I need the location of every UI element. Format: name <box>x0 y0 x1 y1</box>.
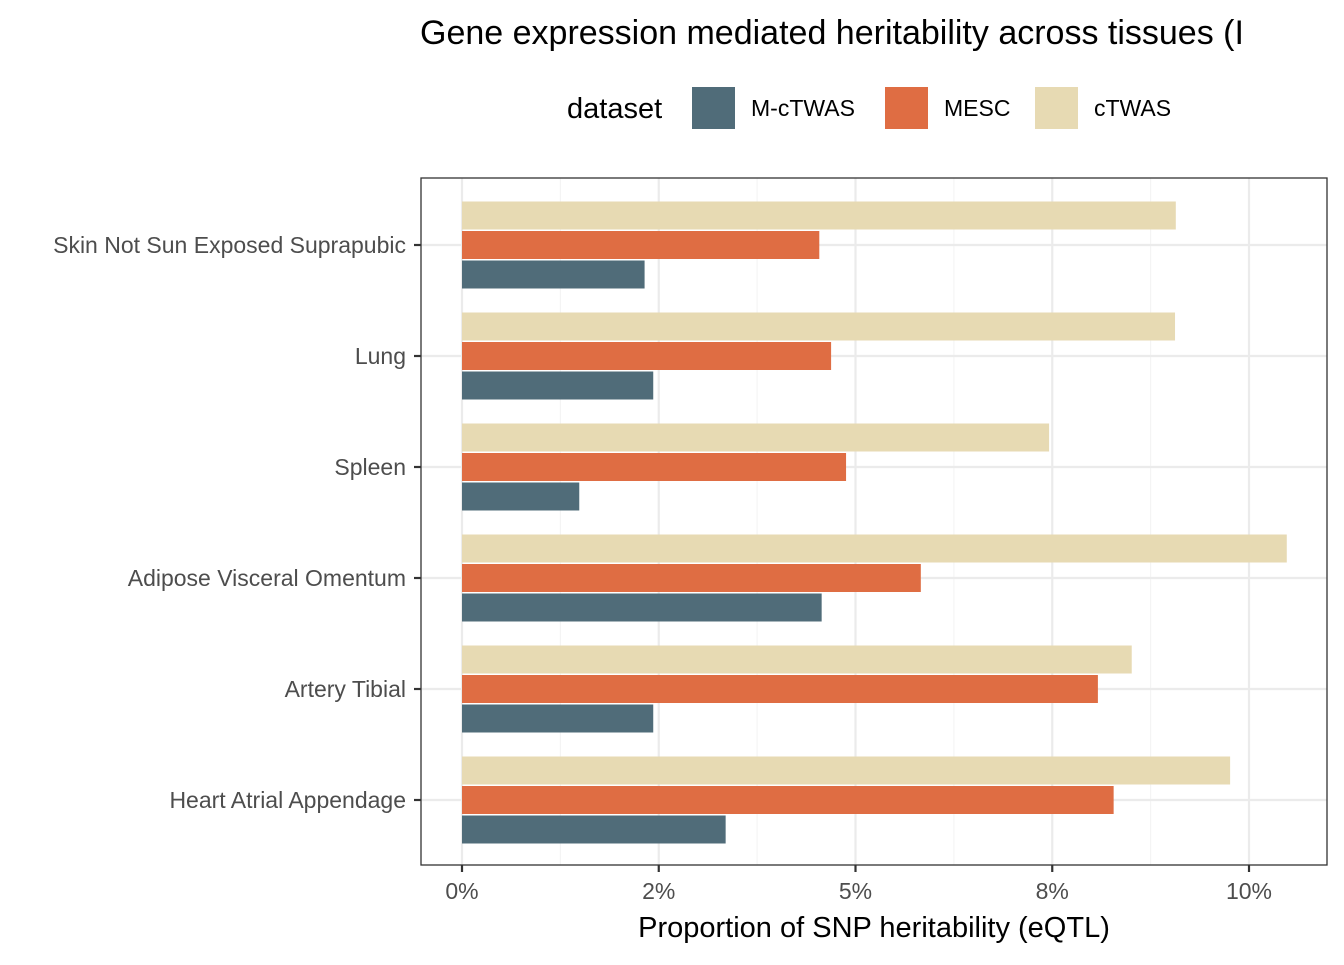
y-tick-label: Skin Not Sun Exposed Suprapubic <box>53 232 406 258</box>
bar-ctwas-adipose-visceral-omentum <box>462 534 1287 563</box>
bar-m-ctwas-adipose-visceral-omentum <box>462 593 822 622</box>
bar-ctwas-lung <box>462 312 1176 341</box>
legend-label-m-ctwas: M-cTWAS <box>751 95 855 121</box>
legend-label-ctwas: cTWAS <box>1094 95 1171 121</box>
bar-ctwas-skin-not-sun-exposed-suprapubic <box>462 201 1176 230</box>
y-tick-label: Artery Tibial <box>285 676 406 702</box>
y-axis: Skin Not Sun Exposed Suprapubic Lung Splee… <box>53 232 421 813</box>
legend-swatch-mesc <box>885 87 928 129</box>
bar-mesc-heart-atrial-appendage <box>462 786 1114 814</box>
bar-m-ctwas-spleen <box>462 482 580 511</box>
bar-m-ctwas-heart-atrial-appendage <box>462 815 726 844</box>
x-tick-label: 8% <box>1036 878 1069 904</box>
bar-m-ctwas-artery-tibial <box>462 704 654 733</box>
bars <box>462 201 1287 844</box>
x-tick-label: 10% <box>1226 878 1272 904</box>
y-tick-label: Adipose Visceral Omentum <box>128 565 406 591</box>
bar-m-ctwas-skin-not-sun-exposed-suprapubic <box>462 260 645 289</box>
legend-swatch-m-ctwas <box>692 87 735 129</box>
x-axis: 0% 2% 5% 8% 10% <box>445 865 1272 904</box>
bar-mesc-lung <box>462 342 832 370</box>
x-tick-label: 5% <box>839 878 872 904</box>
plot-panel <box>421 178 1327 865</box>
legend: dataset M-cTWAS MESC cTWAS <box>567 87 1171 129</box>
y-tick-label: Lung <box>355 343 406 369</box>
bar-mesc-skin-not-sun-exposed-suprapubic <box>462 231 820 259</box>
bar-mesc-adipose-visceral-omentum <box>462 564 921 592</box>
legend-label-mesc: MESC <box>944 95 1010 121</box>
plot-border <box>420 177 1328 866</box>
legend-title: dataset <box>567 93 662 125</box>
chart-title: Gene expression mediated heritability ac… <box>420 14 1244 52</box>
x-tick-label: 2% <box>642 878 675 904</box>
bar-mesc-artery-tibial <box>462 675 1098 703</box>
legend-swatch-ctwas <box>1035 87 1078 129</box>
y-tick-label: Spleen <box>334 454 406 480</box>
x-tick-label: 0% <box>445 878 478 904</box>
y-tick-label: Heart Atrial Appendage <box>169 787 406 813</box>
bar-m-ctwas-lung <box>462 371 654 400</box>
bar-ctwas-artery-tibial <box>462 645 1132 674</box>
bar-ctwas-heart-atrial-appendage <box>462 756 1231 785</box>
bar-mesc-spleen <box>462 453 847 481</box>
x-axis-title: Proportion of SNP heritability (eQTL) <box>638 912 1110 944</box>
bar-ctwas-spleen <box>462 423 1050 452</box>
